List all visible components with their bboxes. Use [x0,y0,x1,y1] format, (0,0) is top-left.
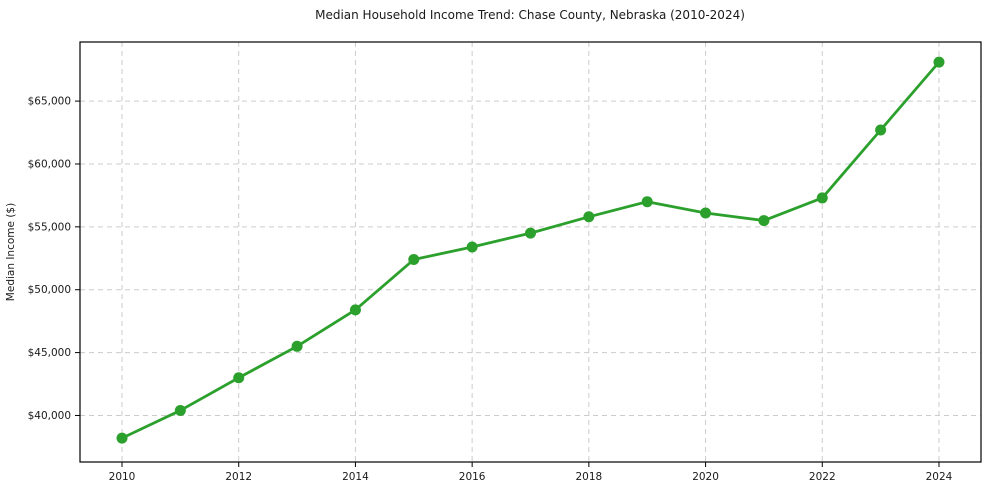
x-tick-label: 2024 [926,471,953,483]
data-point-2011 [174,404,186,416]
y-tick-label: $45,000 [28,347,71,359]
data-point-2024 [933,56,945,68]
data-point-2013 [291,340,303,352]
data-point-2022 [816,192,828,204]
plot-area: $40,000 $45,000 $50,000 $55,000 $60,000 $65,0… [28,41,982,483]
x-tick-label: 2018 [575,471,602,483]
y-tick-label: $40,000 [28,410,71,422]
data-point-2012 [233,372,245,384]
plot-border [79,41,982,463]
x-tick-label: 2010 [109,471,136,483]
data-point-2021 [758,215,770,227]
data-point-2016 [466,241,478,253]
data-point-2020 [700,207,712,219]
x-tick-label: 2022 [809,471,836,483]
data-point-2018 [583,211,595,223]
y-tick-label: $50,000 [28,284,71,296]
x-tick-label: 2020 [692,471,719,483]
x-tick-label: 2016 [459,471,486,483]
x-tick-label: 2014 [342,471,369,483]
data-point-2015 [408,254,420,266]
y-tick-label: $65,000 [28,96,71,108]
chart-title: Median Household Income Trend: Chase Cou… [315,8,745,22]
y-axis-label: Median Income ($) [5,203,17,301]
y-tick-label: $60,000 [28,158,71,170]
data-point-2010 [116,432,128,444]
data-point-2023 [875,124,887,136]
data-point-2017 [525,227,536,239]
x-tick-label: 2012 [225,471,252,483]
data-point-2014 [349,304,361,316]
y-tick-label: $55,000 [28,221,71,233]
data-point-2019 [641,196,653,208]
trend-line [120,60,941,440]
